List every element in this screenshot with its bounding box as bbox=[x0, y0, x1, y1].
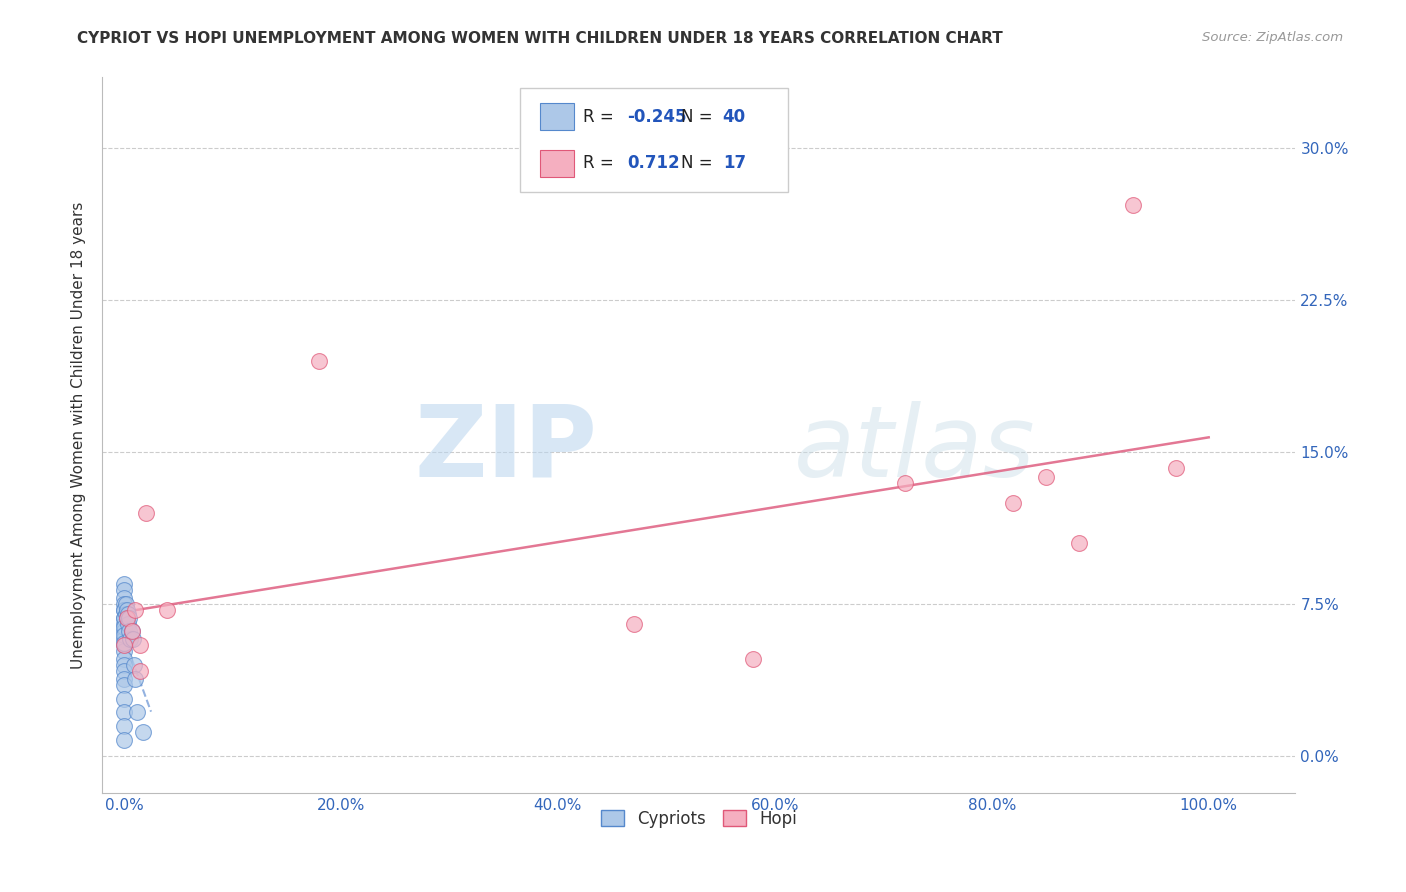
Point bbox=[112, 603, 135, 617]
Text: -0.245: -0.245 bbox=[627, 108, 686, 126]
Point bbox=[132, 724, 155, 739]
Text: 40: 40 bbox=[723, 108, 745, 126]
Point bbox=[1035, 469, 1057, 483]
Point bbox=[121, 624, 143, 638]
Point bbox=[115, 597, 138, 611]
Point bbox=[112, 652, 135, 666]
Point bbox=[112, 705, 135, 719]
Point bbox=[112, 644, 135, 658]
Point bbox=[112, 638, 135, 652]
Point bbox=[118, 611, 141, 625]
Point bbox=[112, 624, 135, 638]
Point bbox=[135, 506, 157, 520]
FancyBboxPatch shape bbox=[540, 103, 574, 130]
Point bbox=[112, 577, 135, 591]
Point bbox=[112, 733, 135, 747]
Point bbox=[623, 617, 645, 632]
Legend: Cypriots, Hopi: Cypriots, Hopi bbox=[593, 803, 804, 834]
Text: R =: R = bbox=[583, 108, 619, 126]
Text: Source: ZipAtlas.com: Source: ZipAtlas.com bbox=[1202, 31, 1343, 45]
Point bbox=[112, 678, 135, 692]
Point bbox=[121, 624, 143, 638]
Point bbox=[115, 611, 138, 625]
Point bbox=[112, 692, 135, 706]
Point bbox=[112, 638, 135, 652]
Point bbox=[1122, 198, 1144, 212]
Point bbox=[112, 617, 135, 632]
Point bbox=[112, 611, 135, 625]
Point bbox=[156, 603, 179, 617]
Text: N =: N = bbox=[681, 154, 723, 172]
Point bbox=[112, 636, 135, 650]
Point bbox=[121, 632, 143, 646]
Point bbox=[115, 607, 138, 622]
Point bbox=[112, 719, 135, 733]
Point bbox=[112, 591, 135, 606]
Point bbox=[1067, 536, 1090, 550]
Text: atlas: atlas bbox=[794, 401, 1036, 498]
Point bbox=[120, 632, 142, 646]
Point bbox=[308, 354, 330, 368]
Point bbox=[112, 627, 135, 641]
Text: 0.712: 0.712 bbox=[627, 154, 681, 172]
Point bbox=[112, 582, 135, 597]
FancyBboxPatch shape bbox=[520, 88, 789, 192]
Point bbox=[1166, 461, 1188, 475]
Text: R =: R = bbox=[583, 154, 624, 172]
Point bbox=[115, 603, 138, 617]
Point bbox=[129, 664, 152, 678]
Point bbox=[112, 597, 135, 611]
Point bbox=[122, 658, 145, 673]
Text: N =: N = bbox=[681, 108, 718, 126]
Point bbox=[112, 632, 135, 646]
Point bbox=[112, 658, 135, 673]
Point bbox=[894, 475, 917, 490]
Point bbox=[125, 705, 148, 719]
Point bbox=[112, 664, 135, 678]
Text: ZIP: ZIP bbox=[415, 401, 598, 498]
Point bbox=[117, 617, 139, 632]
Point bbox=[118, 624, 141, 638]
Point bbox=[129, 638, 152, 652]
Text: 17: 17 bbox=[723, 154, 745, 172]
Point bbox=[112, 619, 135, 633]
Point bbox=[124, 603, 146, 617]
Point bbox=[742, 652, 765, 666]
FancyBboxPatch shape bbox=[540, 150, 574, 177]
Point bbox=[124, 672, 146, 686]
Point bbox=[115, 611, 138, 625]
Point bbox=[117, 607, 139, 622]
Point bbox=[1002, 496, 1025, 510]
Point bbox=[112, 603, 135, 617]
Text: CYPRIOT VS HOPI UNEMPLOYMENT AMONG WOMEN WITH CHILDREN UNDER 18 YEARS CORRELATIO: CYPRIOT VS HOPI UNEMPLOYMENT AMONG WOMEN… bbox=[77, 31, 1002, 46]
Y-axis label: Unemployment Among Women with Children Under 18 years: Unemployment Among Women with Children U… bbox=[72, 202, 86, 669]
Point bbox=[112, 672, 135, 686]
Point bbox=[112, 611, 135, 625]
